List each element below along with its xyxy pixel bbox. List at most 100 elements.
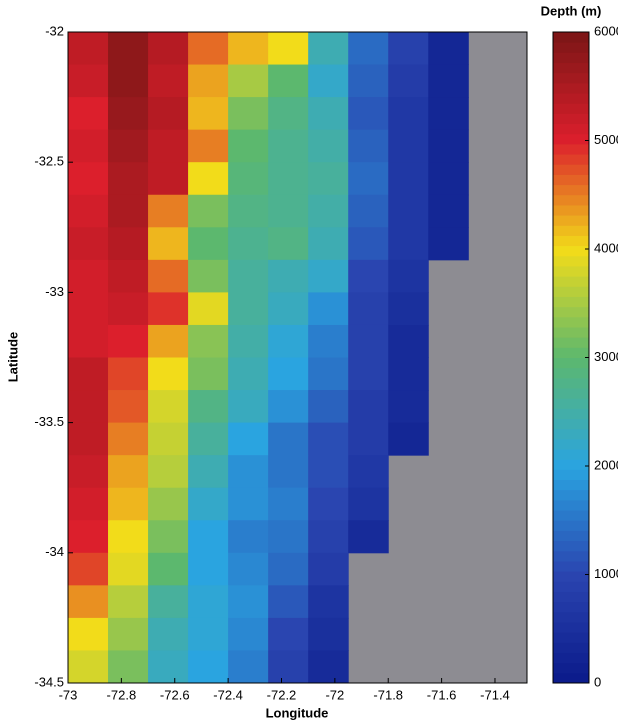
cell: [388, 259, 429, 293]
cell: [268, 422, 309, 456]
cell: [228, 422, 269, 456]
x-tick-label: -71.6: [427, 687, 457, 702]
cell: [428, 64, 469, 98]
cell: [68, 259, 109, 293]
cell: [108, 422, 149, 456]
colorbar-swatch: [553, 499, 589, 511]
cell: [308, 194, 349, 228]
cell: [308, 292, 349, 326]
cell: [108, 97, 149, 131]
cell: [348, 194, 389, 228]
colorbar-swatch: [553, 438, 589, 450]
cell: [148, 324, 189, 358]
cell: [228, 487, 269, 521]
cell: [268, 487, 309, 521]
cell: [188, 390, 229, 424]
cell: [428, 32, 469, 66]
cell: [388, 194, 429, 228]
cell: [188, 64, 229, 98]
cell: [188, 455, 229, 489]
x-tick-label: -72: [325, 687, 344, 702]
cell: [348, 227, 389, 261]
cell: [388, 129, 429, 163]
cell: [148, 455, 189, 489]
colorbar-tick-label: 5000: [594, 132, 618, 147]
cell: [308, 455, 349, 489]
colorbar-tick-label: 0: [594, 674, 601, 689]
cell: [228, 390, 269, 424]
cell: [108, 650, 149, 684]
x-tick-label: -71.8: [373, 687, 403, 702]
cell: [148, 292, 189, 326]
cell: [308, 487, 349, 521]
cell: [228, 129, 269, 163]
cell: [148, 487, 189, 521]
cell: [68, 97, 109, 131]
x-axis-label: Longitude: [266, 705, 329, 720]
colorbar-swatch: [553, 326, 589, 338]
cell: [68, 422, 109, 456]
cell: [228, 97, 269, 131]
cell: [268, 32, 309, 66]
cell: [188, 259, 229, 293]
cell: [308, 324, 349, 358]
cell: [108, 324, 149, 358]
cell: [108, 357, 149, 391]
cell: [68, 455, 109, 489]
colorbar-swatch: [553, 296, 589, 308]
colorbar-swatch: [553, 52, 589, 64]
cell: [108, 617, 149, 651]
cell: [108, 487, 149, 521]
cell: [428, 227, 469, 261]
cell: [268, 64, 309, 98]
cell: [108, 162, 149, 196]
cell: [148, 552, 189, 586]
cell: [148, 32, 189, 66]
cell: [188, 292, 229, 326]
colorbar-swatch: [553, 32, 589, 43]
colorbar-swatch: [553, 143, 589, 155]
colorbar-swatch: [553, 306, 589, 318]
x-tick-label: -72.6: [160, 687, 190, 702]
cell: [388, 32, 429, 66]
cell: [388, 227, 429, 261]
cell: [348, 259, 389, 293]
cell: [268, 324, 309, 358]
cell: [108, 585, 149, 619]
cell: [308, 390, 349, 424]
cell: [148, 162, 189, 196]
colorbar-swatch: [553, 133, 589, 145]
cell: [308, 227, 349, 261]
cell: [148, 520, 189, 554]
cell: [268, 227, 309, 261]
colorbar-swatch: [553, 581, 589, 592]
cell: [228, 585, 269, 619]
colorbar-swatch: [553, 408, 589, 420]
cell: [348, 64, 389, 98]
y-tick-label: -34: [45, 544, 64, 559]
cell: [228, 292, 269, 326]
cell: [308, 357, 349, 391]
cell: [188, 129, 229, 163]
cell: [228, 259, 269, 293]
cell: [108, 520, 149, 554]
cell: [68, 227, 109, 261]
cell: [148, 97, 189, 131]
cell: [108, 259, 149, 293]
colorbar-swatch: [553, 286, 589, 297]
colorbar-swatch: [553, 194, 589, 206]
cell: [108, 390, 149, 424]
cell: [188, 585, 229, 619]
x-tick-label: -73: [59, 687, 78, 702]
cell: [388, 292, 429, 326]
cell: [268, 194, 309, 228]
cell: [188, 324, 229, 358]
cell: [388, 390, 429, 424]
cell: [308, 162, 349, 196]
cell: [148, 617, 189, 651]
cell: [348, 324, 389, 358]
cell: [388, 422, 429, 456]
colorbar-swatch: [553, 428, 589, 440]
cell: [268, 259, 309, 293]
colorbar-swatch: [553, 672, 589, 684]
